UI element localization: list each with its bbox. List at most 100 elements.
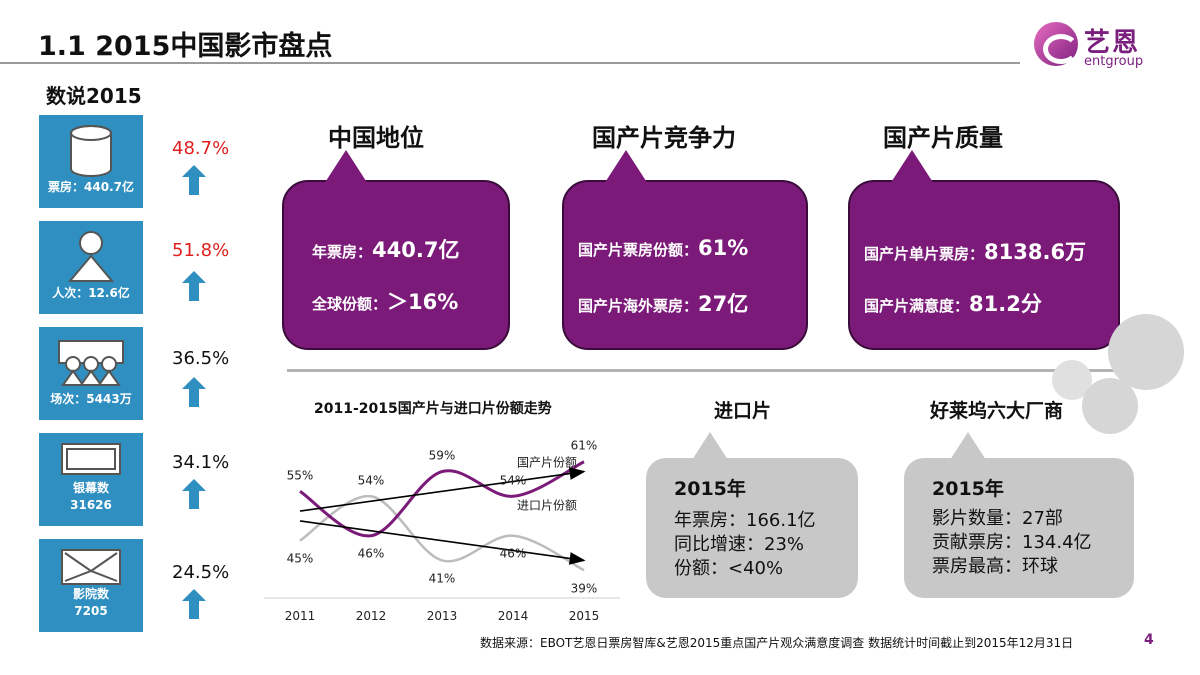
series-label-imported: 进口片份额 bbox=[517, 499, 577, 513]
data-label: 46% bbox=[500, 547, 527, 561]
trend-arrow-imported bbox=[299, 520, 586, 565]
panel-domestic-competitiveness: 国产片票房份额：61% 国产片海外票房：27亿 bbox=[562, 150, 808, 350]
stat-pct: 24.5% bbox=[172, 562, 230, 583]
panel-line-label: 国产片单片票房： bbox=[864, 245, 985, 263]
hollywood-heading: 好莱坞六大厂商 bbox=[930, 400, 1064, 422]
hollywood-line: 贡献票房：134.4亿 bbox=[932, 532, 1092, 553]
imports-line: 同比增速：23% bbox=[674, 534, 805, 555]
bubble-tip bbox=[604, 150, 648, 184]
series-label-domestic: 国产片份额 bbox=[517, 455, 577, 469]
x-tick-label: 2011 bbox=[285, 609, 316, 623]
divider-line bbox=[287, 369, 1147, 372]
stat-pct: 36.5% bbox=[172, 348, 230, 369]
imports-year: 2015年 bbox=[674, 478, 746, 500]
panel-line-label: 国产片海外票房： bbox=[578, 297, 699, 315]
stat-label-line1: 银幕数 bbox=[72, 481, 109, 495]
stat-label-line1: 影院数 bbox=[72, 587, 109, 601]
panel-line-label: 年票房： bbox=[312, 243, 373, 261]
stat-label: 场次：5443万 bbox=[50, 392, 132, 406]
panel-line-label: 国产片满意度： bbox=[864, 297, 970, 315]
logo-mark-icon bbox=[1034, 22, 1079, 66]
panel-heading-domestic-quality: 国产片质量 bbox=[883, 124, 1003, 152]
cinema-icon bbox=[61, 549, 121, 585]
panel-line-label: 全球份额： bbox=[312, 295, 388, 313]
stat-label: 影院数 7205 bbox=[39, 586, 143, 620]
hollywood-box: 2015年 影片数量：27部 贡献票房：134.4亿 票房最高：环球 bbox=[904, 432, 1134, 598]
person-icon bbox=[67, 231, 115, 282]
hollywood-line: 影片数量：27部 bbox=[932, 508, 1063, 529]
x-tick-label: 2014 bbox=[498, 609, 529, 623]
imports-line: 份额：<40% bbox=[674, 558, 784, 579]
panel-line-value: 81.2分 bbox=[969, 292, 1042, 316]
data-source-note: 数据来源：EBOT艺恩日票房智库&艺恩2015重点国产片观众满意度调查 数据统计… bbox=[480, 636, 1074, 650]
panel-domestic-quality: 国产片单片票房：8138.6万 国产片满意度：81.2分 bbox=[848, 150, 1120, 350]
panel-line-value: 61% bbox=[698, 236, 749, 260]
page-title: 1.1 2015中国影市盘点 bbox=[38, 31, 333, 62]
trend-arrow-domestic bbox=[299, 467, 586, 512]
x-tick-label: 2013 bbox=[427, 609, 458, 623]
x-tick-label: 2015 bbox=[569, 609, 600, 623]
hollywood-year: 2015年 bbox=[932, 478, 1004, 500]
data-label: 59% bbox=[429, 449, 456, 463]
x-tick-label: 2012 bbox=[356, 609, 387, 623]
imports-line: 年票房：166.1亿 bbox=[674, 510, 816, 531]
panel-line: 国产片海外票房：27亿 bbox=[578, 288, 748, 318]
stat-box-cinemas: 影院数 7205 bbox=[39, 539, 143, 632]
bubble-tip bbox=[324, 150, 368, 184]
bubble-tip bbox=[950, 432, 986, 460]
screen-icon bbox=[61, 443, 121, 475]
data-label: 39% bbox=[571, 581, 598, 595]
panel-line: 年票房：440.7亿 bbox=[312, 234, 459, 264]
panel-line-value: 440.7亿 bbox=[372, 238, 460, 262]
audience-screen-icon bbox=[58, 340, 124, 386]
stat-label-line2: 31626 bbox=[70, 498, 112, 512]
panel-line: 全球份额：＞16% bbox=[312, 286, 458, 316]
panel-line-value: 27亿 bbox=[698, 292, 749, 316]
series-line-imported bbox=[299, 495, 585, 572]
stat-box-admissions: 人次：12.6亿 bbox=[39, 221, 143, 314]
data-label: 61% bbox=[571, 439, 598, 453]
decor-circle bbox=[1082, 378, 1138, 434]
stat-pct: 48.7% bbox=[172, 138, 230, 159]
data-label: 41% bbox=[429, 571, 456, 585]
imports-heading: 进口片 bbox=[714, 400, 772, 422]
stat-pct: 51.8% bbox=[172, 240, 230, 261]
up-arrow-icon bbox=[182, 165, 206, 195]
up-arrow-icon bbox=[182, 271, 206, 301]
up-arrow-icon bbox=[182, 377, 206, 407]
panel-line-label: 国产片票房份额： bbox=[578, 241, 699, 259]
bubble-tip bbox=[890, 150, 934, 184]
imports-box: 2015年 年票房：166.1亿 同比增速：23% 份额：<40% bbox=[646, 432, 858, 598]
stat-label: 票房：440.7亿 bbox=[48, 180, 134, 194]
stat-box-screens: 银幕数 31626 bbox=[39, 433, 143, 526]
cylinder-icon bbox=[70, 125, 112, 177]
chart-title: 2011-2015国产片与进口片份额走势 bbox=[314, 401, 552, 417]
section-subtitle: 数说2015 bbox=[46, 84, 142, 108]
panel-line: 国产片单片票房：8138.6万 bbox=[864, 236, 1086, 266]
stat-label: 银幕数 31626 bbox=[39, 480, 143, 514]
panel-heading-china-position: 中国地位 bbox=[328, 124, 424, 152]
up-arrow-icon bbox=[182, 479, 206, 509]
stat-pct: 34.1% bbox=[172, 452, 230, 473]
page-number: 4 bbox=[1144, 632, 1154, 648]
hollywood-line: 票房最高：环球 bbox=[932, 556, 1058, 577]
data-label: 54% bbox=[500, 473, 527, 487]
logo-cn: 艺恩 bbox=[1084, 28, 1141, 58]
stat-box-boxoffice: 票房：440.7亿 bbox=[39, 115, 143, 208]
title-underline bbox=[0, 62, 1020, 64]
data-label: 45% bbox=[287, 552, 314, 566]
panel-line-value: 8138.6万 bbox=[984, 240, 1087, 264]
panel-line-value: ＞16% bbox=[387, 290, 459, 314]
share-trend-chart: 55% 46% 59% 54% 61% 45% 54% 41% 46% 39% 国产片份额进口片份额… bbox=[264, 439, 620, 623]
panel-line: 国产片满意度：81.2分 bbox=[864, 288, 1042, 318]
data-label: 46% bbox=[358, 547, 385, 561]
stat-box-screenings: 场次：5443万 bbox=[39, 327, 143, 420]
panel-line: 国产片票房份额：61% bbox=[578, 236, 748, 260]
panel-heading-domestic-competitiveness: 国产片竞争力 bbox=[592, 124, 736, 152]
logo-en: entgroup bbox=[1084, 54, 1144, 69]
stat-label-line2: 7205 bbox=[74, 604, 108, 618]
stat-label: 人次：12.6亿 bbox=[52, 286, 130, 300]
decor-circle bbox=[1108, 314, 1184, 390]
logo: 艺恩 entgroup bbox=[1028, 16, 1178, 72]
bubble-tip bbox=[692, 432, 728, 460]
